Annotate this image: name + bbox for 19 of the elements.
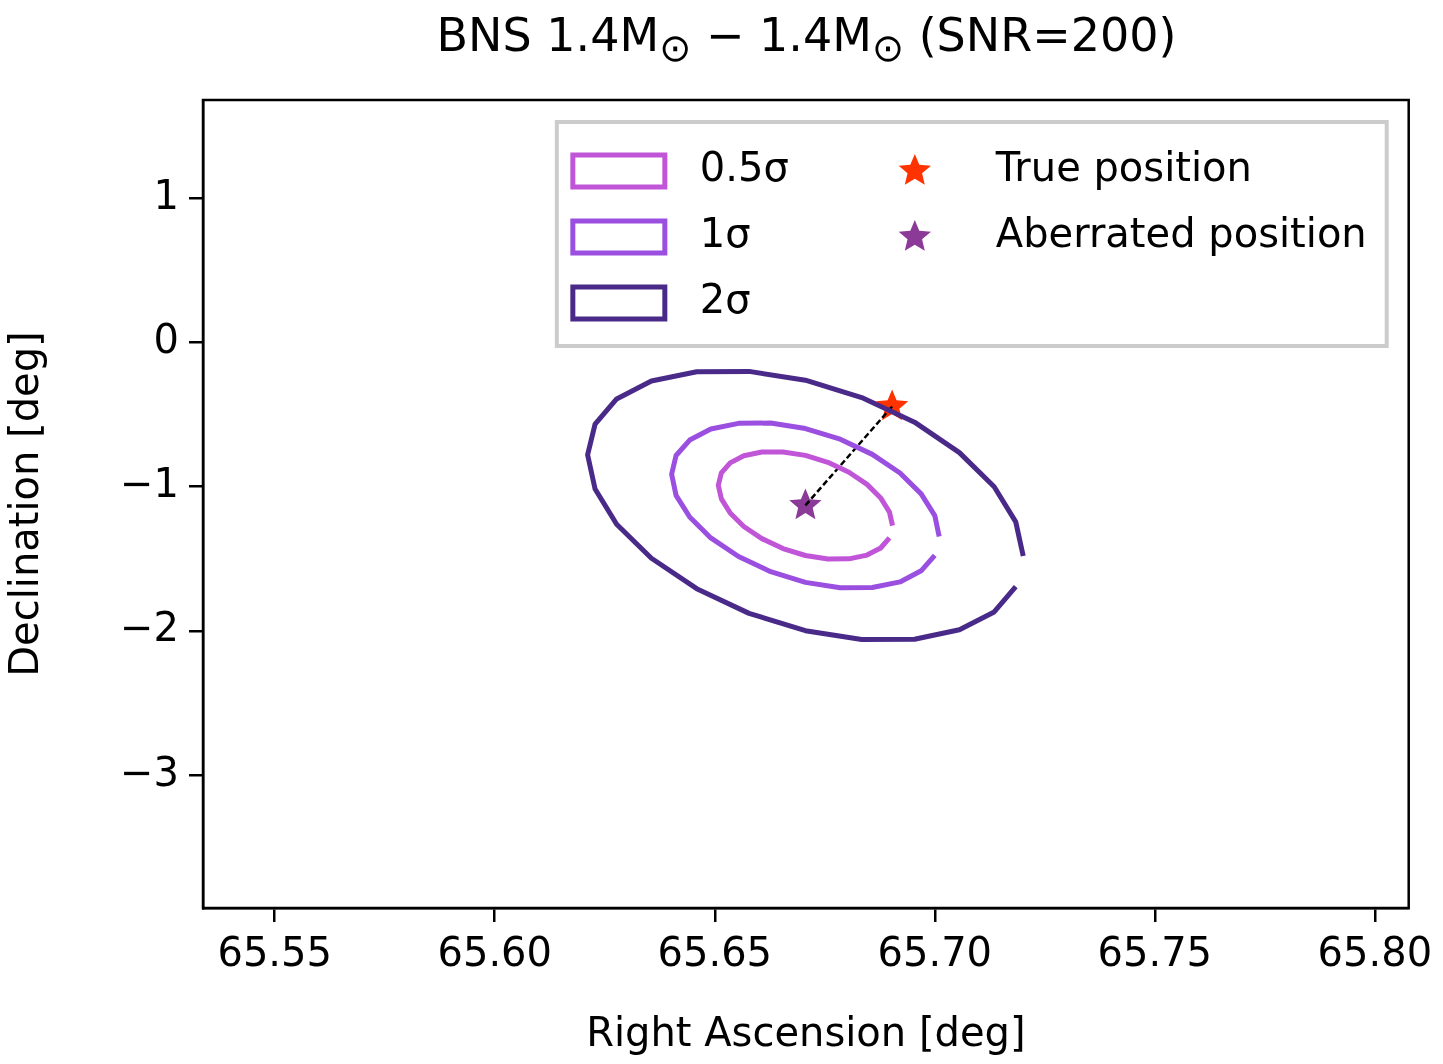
chart-title: BNS 1.4M$_{⊙}$ − 1.4M$_{⊙}$ (SNR=200) (435, 8, 1178, 71)
legend-label: 2σ (699, 276, 751, 323)
legend-label: True position (994, 144, 1252, 191)
x-tick-label: 65.60 (437, 929, 552, 976)
y-tick-label: −2 (120, 604, 179, 651)
y-tick-label: −3 (120, 748, 179, 795)
x-axis-title: Right Ascension [deg] (586, 1009, 1026, 1056)
x-tick-label: 65.75 (1097, 929, 1213, 976)
x-tick-label: 65.65 (657, 929, 773, 976)
y-tick-label: 1 (153, 171, 179, 218)
y-tick-label: 0 (153, 315, 179, 362)
legend-label: 1σ (699, 210, 751, 257)
legend-label: 0.5σ (699, 144, 789, 191)
x-tick-label: 65.55 (217, 929, 332, 976)
x-tick-label: 65.80 (1317, 929, 1433, 976)
y-tick-label: −1 (120, 460, 179, 507)
legend-label: Aberrated position (995, 210, 1367, 257)
y-axis-title: Declination [deg] (1, 331, 48, 677)
x-tick-label: 65.70 (877, 929, 993, 976)
